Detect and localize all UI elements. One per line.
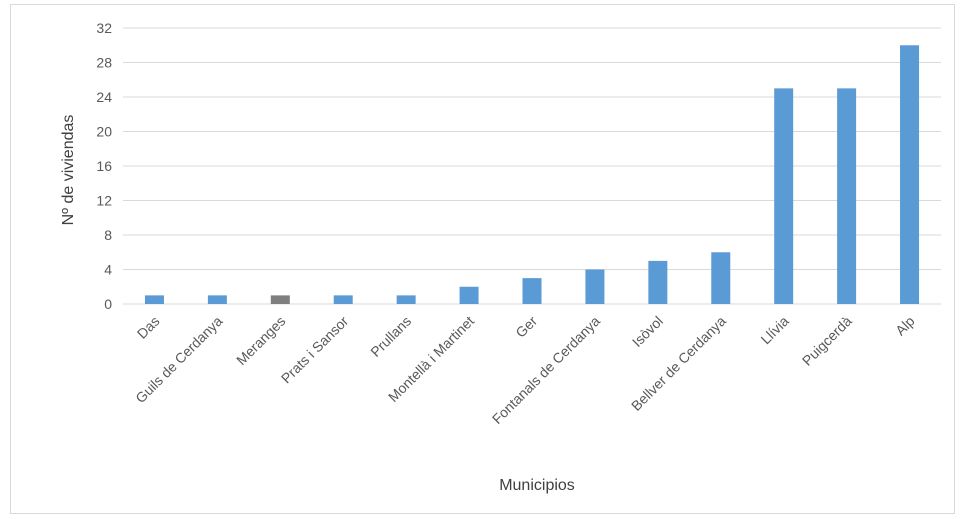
y-tick-label: 4 — [104, 262, 112, 278]
bar — [207, 295, 227, 304]
x-axis-title: Municipios — [499, 477, 575, 494]
x-tick-label: Meranges — [233, 313, 288, 368]
x-tick-label: Prats i Sansor — [278, 313, 352, 387]
x-tick-label: Puigcerdà — [799, 313, 855, 369]
bar — [774, 88, 794, 304]
bar — [270, 295, 290, 304]
bar — [711, 252, 731, 304]
x-tick-label: Alp — [892, 313, 918, 339]
bars — [144, 45, 920, 304]
y-tick-label: 20 — [96, 124, 112, 140]
bar — [333, 295, 353, 304]
y-tick-label: 12 — [96, 193, 112, 209]
y-tick-label: 24 — [96, 89, 112, 105]
y-axis-ticks: 0 4 8 12 16 20 24 28 32 — [96, 20, 112, 312]
bar — [396, 295, 416, 304]
x-tick-label: Isòvol — [629, 313, 666, 350]
y-axis-title: Nº de viviendas — [60, 115, 77, 226]
y-tick-label: 16 — [96, 158, 112, 174]
y-tick-label: 28 — [96, 55, 112, 71]
y-tick-label: 8 — [104, 227, 112, 243]
bar — [522, 278, 542, 304]
chart-frame: 0 4 8 12 16 20 24 28 32 Das Guils de Cerdanya Mera… — [10, 4, 955, 514]
x-tick-label: Das — [134, 313, 163, 342]
bar — [900, 45, 920, 304]
gridlines — [123, 27, 941, 305]
y-tick-label: 32 — [96, 20, 112, 36]
bar — [144, 295, 164, 304]
x-tick-label: Llívia — [757, 313, 792, 348]
x-tick-label: Ger — [512, 313, 540, 341]
bar — [585, 269, 605, 304]
x-tick-label: Prullans — [367, 313, 414, 360]
y-tick-label: 0 — [104, 296, 112, 312]
bar — [459, 286, 479, 304]
bar — [648, 260, 668, 304]
x-tick-label: Fontanals de Cerdanya — [489, 313, 603, 427]
bar — [837, 88, 857, 304]
